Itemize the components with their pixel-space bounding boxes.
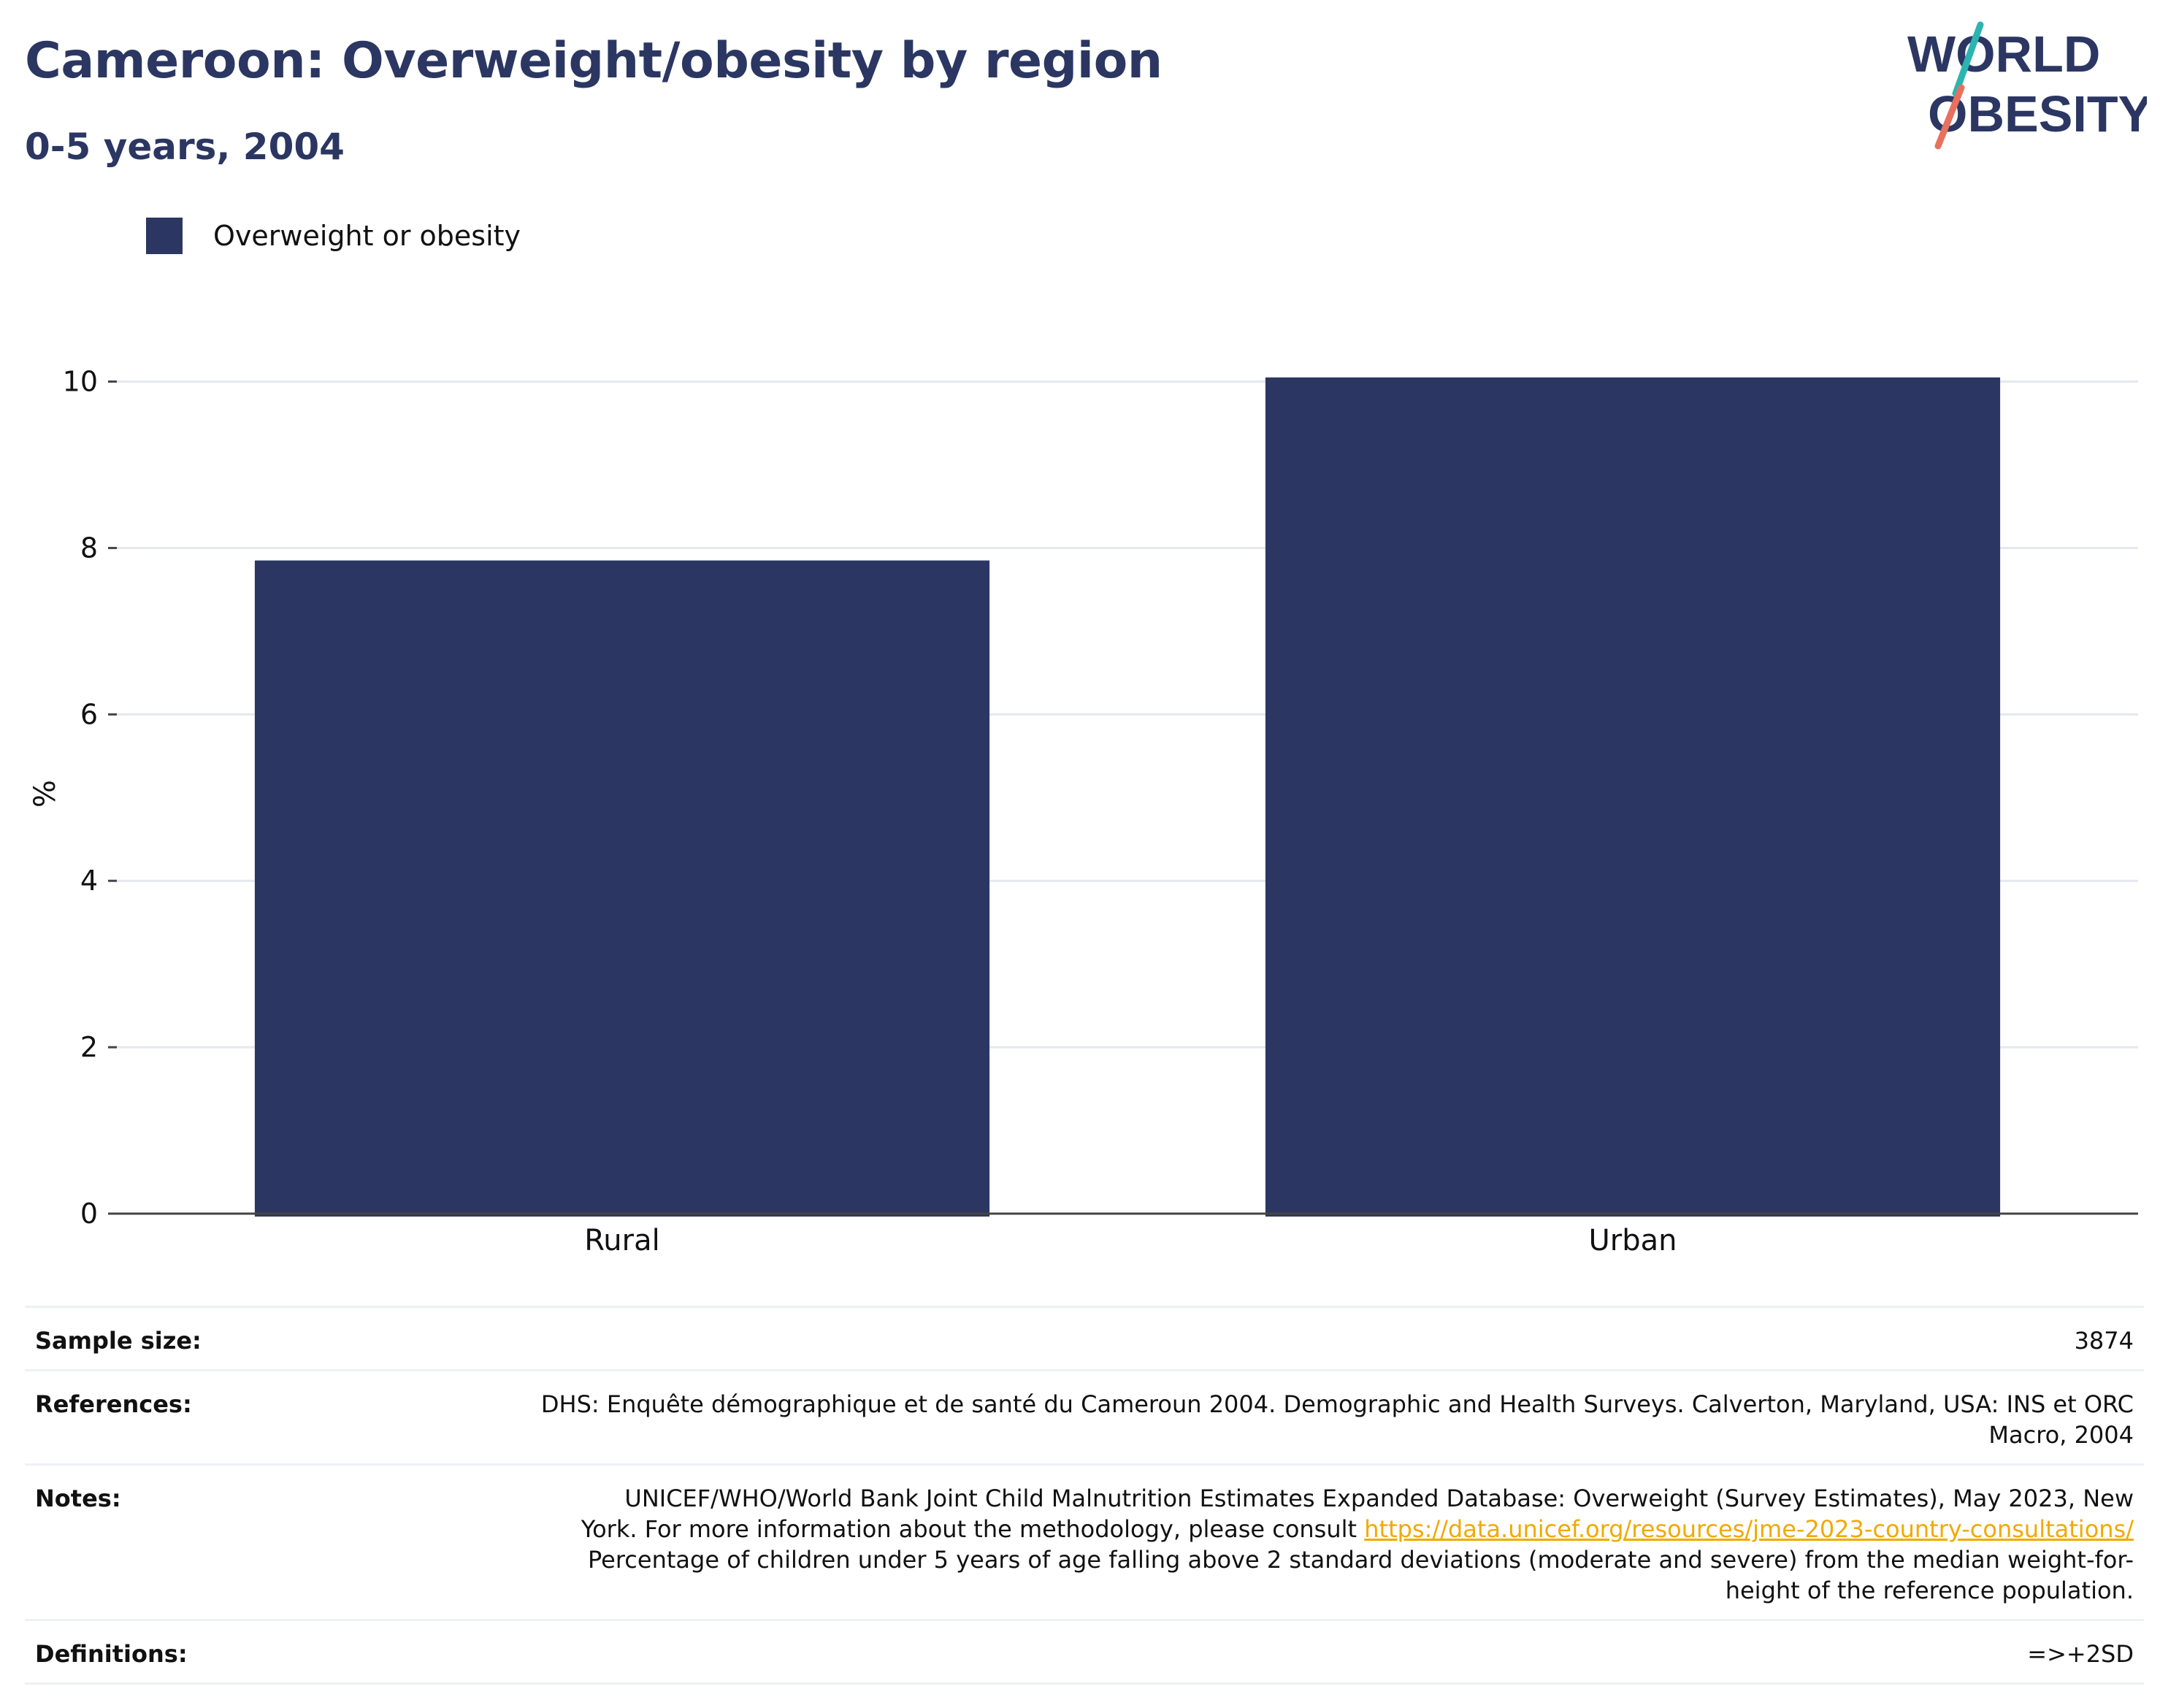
bar-chart: 0 2 4 6 8 10 Rural Urban <box>63 366 2138 1257</box>
methodology-link[interactable]: https://data.unicef.org/resources/jme-20… <box>1364 1515 2134 1543</box>
references-line2: Macro, 2004 <box>1988 1421 2134 1449</box>
info-table: Sample size: 3874 References: DHS: Enquê… <box>25 1306 2144 1685</box>
definitions-row: Definitions: =>+2SD <box>25 1619 2144 1685</box>
references-row: References: DHS: Enquête démographique e… <box>25 1369 2144 1465</box>
logo-slash-teal <box>1952 21 1984 97</box>
x-tick-label: Urban <box>1589 1224 1677 1257</box>
legend-swatch <box>146 218 183 254</box>
y-axis-title: % <box>28 779 62 808</box>
definitions-value: =>+2SD <box>444 1619 2144 1685</box>
references-value: DHS: Enquête démographique et de santé d… <box>444 1369 2144 1465</box>
notes-line1: UNICEF/WHO/World Bank Joint Child Malnut… <box>624 1485 2134 1512</box>
world-obesity-logo: WORLD OBESITY <box>1907 21 2147 150</box>
references-label: References: <box>25 1369 444 1465</box>
legend-label: Overweight or obesity <box>213 220 521 252</box>
references-line1: DHS: Enquête démographique et de santé d… <box>540 1390 2134 1418</box>
definitions-label: Definitions: <box>25 1619 444 1685</box>
bars <box>254 377 2001 1217</box>
axes: 0 2 4 6 8 10 Rural Urban <box>63 366 2138 1257</box>
x-tick-label: Rural <box>584 1224 659 1257</box>
notes-row: Notes: UNICEF/WHO/World Bank Joint Child… <box>25 1463 2144 1620</box>
logo-line2: OBESITY <box>1928 85 2147 142</box>
notes-label: Notes: <box>25 1463 444 1620</box>
notes-line3: Percentage of children under 5 years of … <box>588 1546 2134 1574</box>
y-tick-label: 6 <box>80 698 98 730</box>
legend: Overweight or obesity <box>146 218 521 254</box>
sample-size-label: Sample size: <box>25 1306 444 1371</box>
bar-urban <box>1265 377 2001 1217</box>
y-tick-label: 2 <box>80 1031 98 1063</box>
y-tick-label: 8 <box>80 532 98 564</box>
chart-title: Cameroon: Overweight/obesity by region <box>25 32 1163 90</box>
notes-line2: York. For more information about the met… <box>581 1515 1365 1543</box>
bar-rural <box>254 560 990 1217</box>
chart-subtitle: 0-5 years, 2004 <box>25 126 345 168</box>
sample-size-value: 3874 <box>444 1306 2144 1371</box>
y-tick-label: 10 <box>63 366 98 398</box>
logo-line1: WORLD <box>1907 26 2100 83</box>
notes-value: UNICEF/WHO/World Bank Joint Child Malnut… <box>444 1463 2144 1620</box>
y-tick-label: 0 <box>80 1198 98 1230</box>
logo-slash-coral <box>1934 84 1965 150</box>
y-tick-label: 4 <box>80 865 98 897</box>
sample-size-row: Sample size: 3874 <box>25 1306 2144 1371</box>
notes-line4: height of the reference population. <box>1725 1577 2134 1604</box>
